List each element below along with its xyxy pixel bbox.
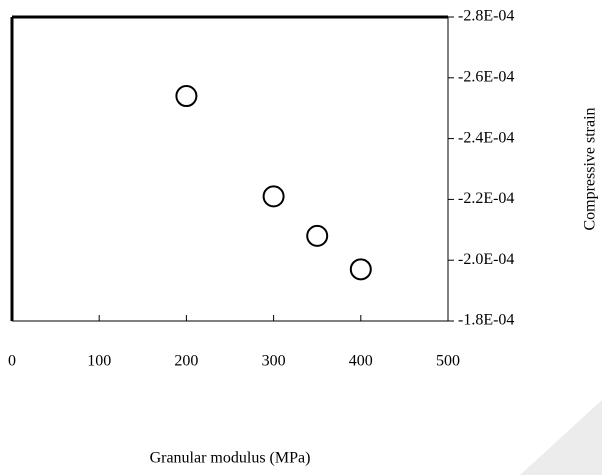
x-axis-label: Granular modulus (MPa) <box>150 450 311 467</box>
point <box>349 258 372 281</box>
y-tick-label: -2.4E-04 <box>458 129 514 146</box>
y-tick-label: -2.0E-04 <box>458 251 514 268</box>
x-tick-label: 200 <box>174 353 198 370</box>
point <box>306 224 329 247</box>
y-tick-label: -1.8E-04 <box>458 312 514 329</box>
y-tick-label: -2.8E-04 <box>458 8 514 25</box>
point <box>175 85 198 108</box>
page-corner <box>520 400 602 475</box>
point <box>262 185 285 208</box>
y-tick-label: -2.2E-04 <box>458 190 514 207</box>
x-tick-label: 400 <box>349 353 373 370</box>
x-tick-label: 500 <box>436 353 460 370</box>
y-axis-label: Compressive strain <box>582 107 599 230</box>
y-tick-label: -2.6E-04 <box>458 68 514 85</box>
x-tick-label: 300 <box>262 353 286 370</box>
x-tick-label: 100 <box>87 353 111 370</box>
x-tick-label: 0 <box>8 353 16 370</box>
